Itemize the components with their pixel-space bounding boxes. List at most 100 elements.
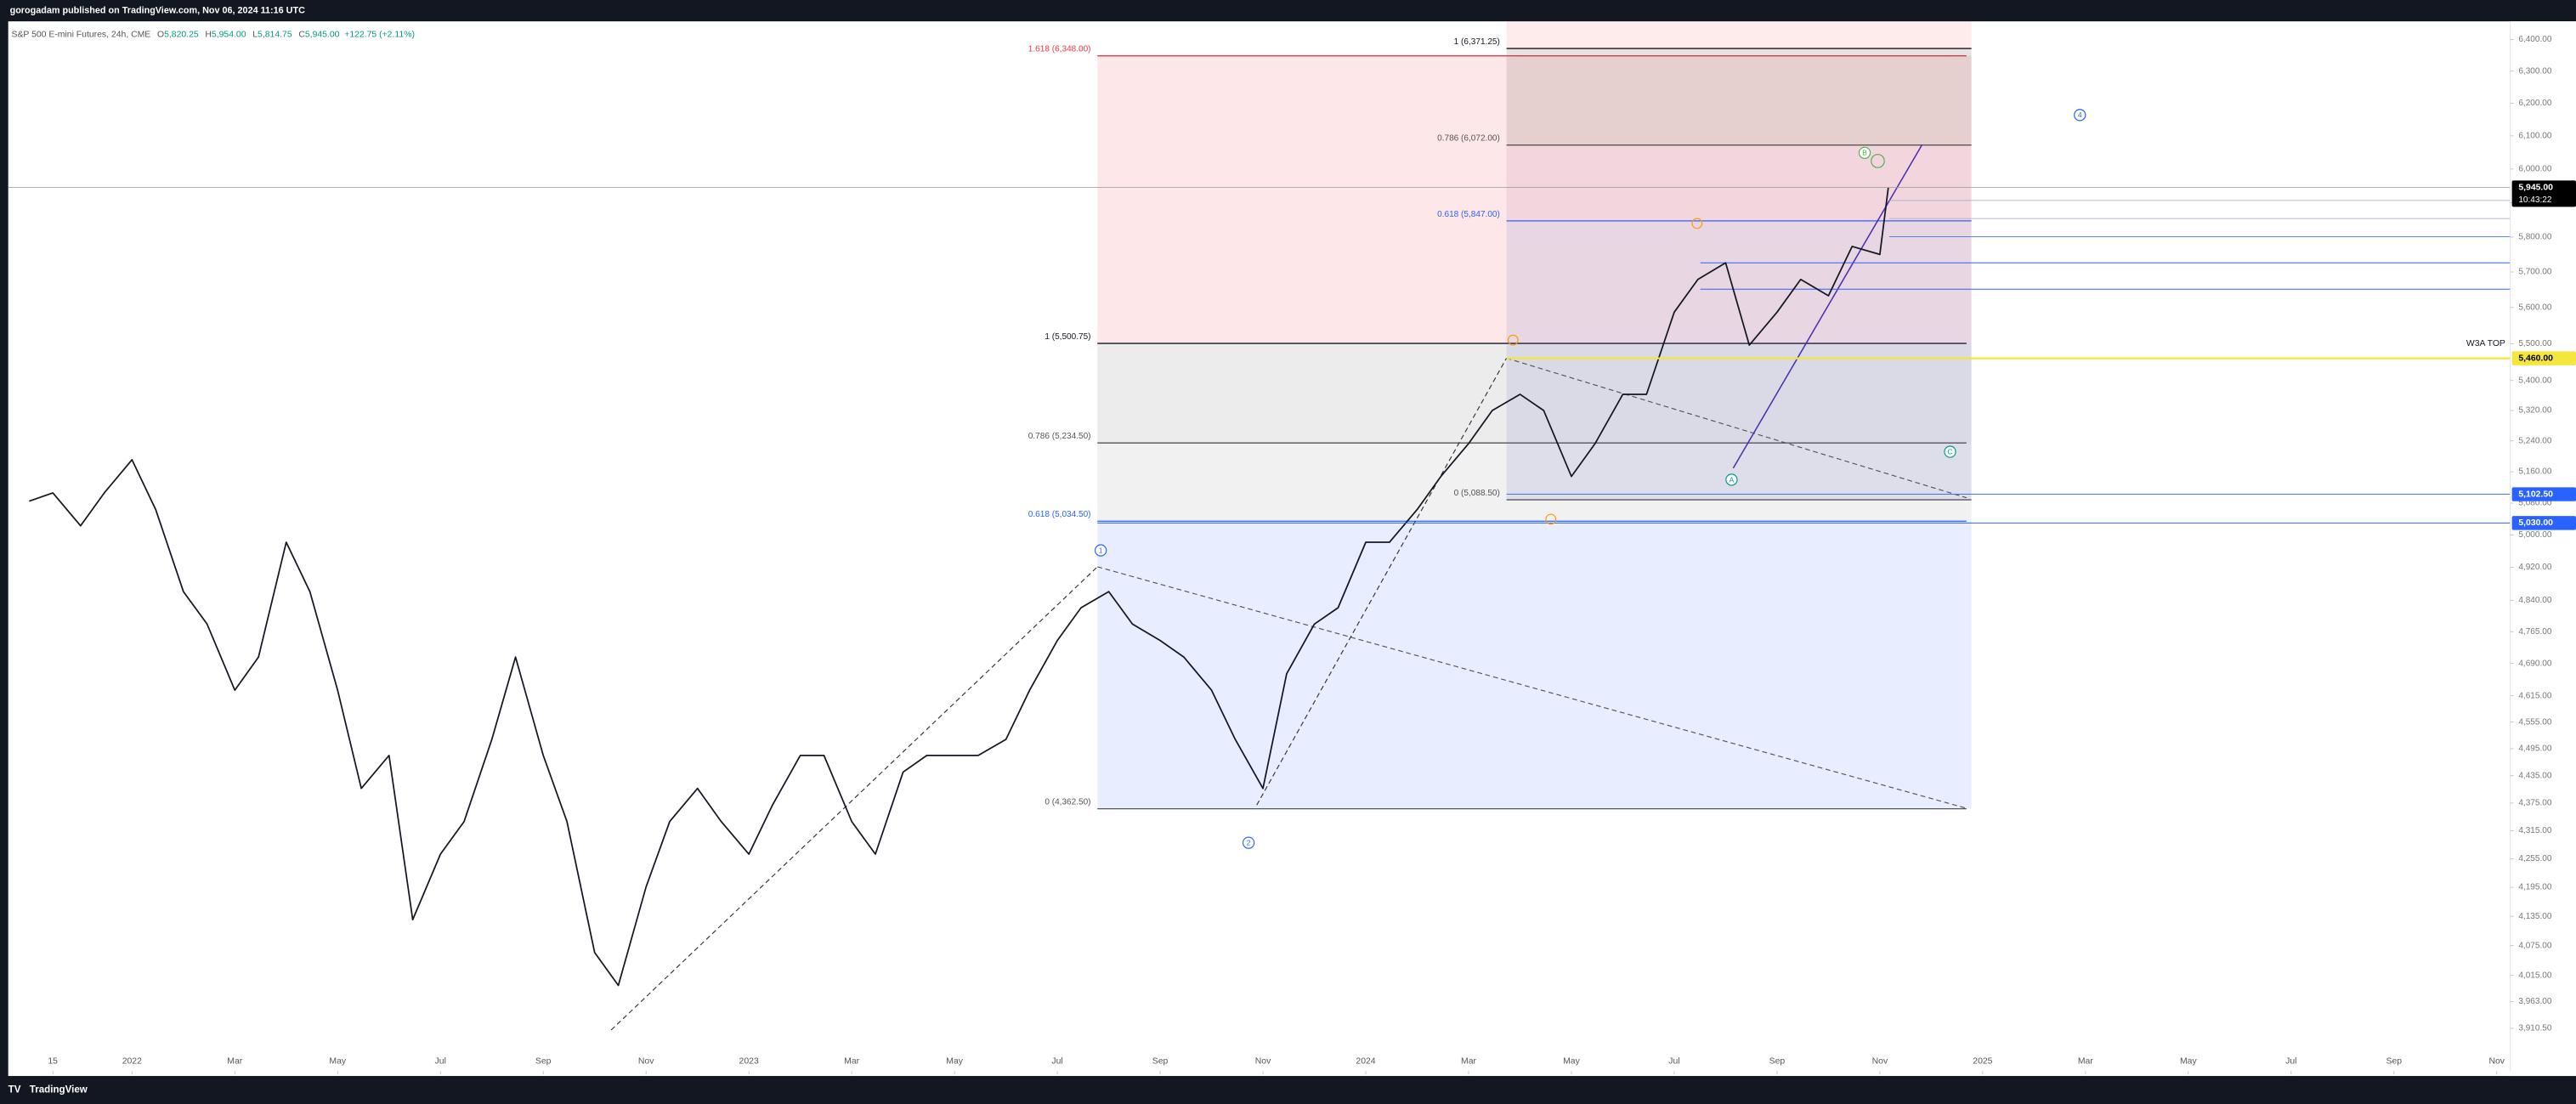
x-tick-label: Sep [535, 1056, 552, 1066]
trendline [1506, 357, 1967, 499]
ohlc-value: 5,820.25 [164, 30, 199, 39]
y-tick-label: 4,690.00 [2518, 659, 2552, 668]
y-tick-label: 5,000.00 [2518, 530, 2552, 540]
fib-zone [1097, 343, 1972, 444]
y-tick-label: 6,300.00 [2518, 66, 2552, 76]
wave-label: A [1730, 475, 1735, 484]
fib-label: 0.786 (5,234.50) [1028, 432, 1091, 441]
x-tick-label: 2022 [122, 1056, 142, 1066]
fib-zone [1506, 21, 1972, 49]
y-tick-label: 5,600.00 [2518, 303, 2552, 312]
x-tick-label: Sep [1769, 1056, 1786, 1066]
x-tick-label: May [329, 1056, 346, 1066]
wave-label: 1 [1099, 546, 1103, 554]
marker-circle [1871, 154, 1885, 168]
y-tick-label: 4,495.00 [2518, 744, 2552, 754]
y-tick-label: 5,160.00 [2518, 467, 2552, 477]
y-tick-label: 4,765.00 [2518, 627, 2552, 637]
footer-bar [0, 1076, 2576, 1104]
y-tick-label: 5,400.00 [2518, 376, 2552, 385]
x-tick-label: Sep [2386, 1056, 2403, 1066]
y-tick-label: 5,800.00 [2518, 233, 2552, 242]
wave-circle [1858, 146, 1871, 159]
price-tag [2511, 487, 2576, 501]
fib-zone [1506, 48, 1972, 145]
x-tick-label: Jul [2285, 1056, 2296, 1066]
x-tick-label: 2024 [1356, 1056, 1375, 1066]
x-tick-label: May [1563, 1056, 1580, 1066]
wave-circle [1691, 218, 1703, 229]
axes: 6,400.00 6,300.00 6,200.00 6,100.00 6,000.00… [48, 35, 2576, 1075]
price-tag-note: W3A TOP [2466, 339, 2505, 348]
y-tick-label: 4,840.00 [2518, 596, 2552, 605]
fib-zone [1097, 443, 1972, 522]
price-tag-label: 5,945.00 [2518, 183, 2553, 192]
y-tick-label: 5,500.00 [2518, 339, 2552, 348]
wave-label: 2 [1247, 838, 1251, 846]
symbol-title: S&P 500 E-mini Futures, 24h, CME [12, 30, 151, 39]
price-tag-label: 5,102.50 [2518, 490, 2553, 499]
price-tag-sublabel: 10:43:22 [2518, 195, 2552, 205]
y-tick-label: 4,015.00 [2518, 971, 2552, 980]
x-tick-label: 15 [48, 1056, 58, 1066]
x-tick-label: Nov [1255, 1056, 1271, 1066]
x-tick-label: Jul [1668, 1056, 1679, 1066]
y-tick-label: 6,400.00 [2518, 35, 2552, 44]
fib-label: 0.786 (6,072.00) [1437, 134, 1500, 144]
ohlc-key: H [205, 30, 212, 39]
y-tick-label: 4,375.00 [2518, 799, 2552, 808]
price-tag-label: 5,460.00 [2518, 354, 2553, 363]
x-tick-label: Mar [1461, 1056, 1476, 1066]
x-tick-label: May [2180, 1056, 2197, 1066]
y-tick-label: 5,700.00 [2518, 268, 2552, 277]
fib-label: 0 (4,362.50) [1045, 798, 1090, 807]
wave-circle [2074, 109, 2086, 122]
wave-circle [1242, 836, 1255, 849]
fib-zone [1097, 521, 1972, 809]
y-tick-label: 5,080.00 [2518, 499, 2552, 508]
ohlc-key: C [298, 30, 305, 39]
y-tick-label: 4,255.00 [2518, 854, 2552, 863]
x-tick-label: Mar [2078, 1056, 2093, 1066]
price-line [29, 187, 1889, 987]
x-tick-label: 2025 [1973, 1056, 1992, 1066]
chart-background [8, 21, 2576, 1077]
symbol-legend: S&P 500 E-mini Futures, 24h, CME O5,820.2… [12, 30, 415, 39]
brand-logo: TV [8, 1085, 21, 1096]
y-tick-label: 6,100.00 [2518, 131, 2552, 140]
x-tick-label: Jul [1051, 1056, 1062, 1066]
y-tick-label: 6,000.00 [2518, 165, 2552, 174]
y-tick-label: 3,963.00 [2518, 997, 2552, 1006]
x-tick-label: Nov [2488, 1056, 2505, 1066]
y-tick-label: 4,195.00 [2518, 883, 2552, 892]
wave-circle [1545, 513, 1557, 525]
brand: TradingView [30, 1085, 88, 1096]
x-tick-label: Nov [638, 1056, 654, 1066]
trendline [1097, 566, 1967, 809]
y-tick-label: 5,240.00 [2518, 436, 2552, 445]
wave-circle [1944, 445, 1956, 458]
wave-circle [1725, 473, 1738, 486]
fib-zone [1506, 220, 1972, 501]
fib-label: 0 (5,088.50) [1454, 489, 1500, 498]
x-tick-label: Jul [435, 1056, 446, 1066]
y-tick-label: 5,320.00 [2518, 406, 2552, 416]
fib-zones: 1.618 (6,348.00) 1 (5,500.75) 0.786 (5,234… [1028, 21, 1972, 810]
price-tag [2511, 180, 2576, 207]
x-tick-label: Sep [1152, 1056, 1169, 1066]
ohlc-value: 5,954.00 [212, 30, 246, 39]
fib-label: 1 (6,371.25) [1454, 37, 1500, 47]
y-tick-label: 4,555.00 [2518, 717, 2552, 727]
plot: 1 2 4 A B C [8, 109, 2511, 987]
price-tag-label: 5,030.00 [2518, 518, 2553, 528]
x-tick-label: Mar [227, 1056, 242, 1066]
x-tick-label: Mar [844, 1056, 859, 1066]
wave-label: B [1862, 149, 1867, 157]
fib-label: 1 (5,500.75) [1045, 332, 1090, 342]
price-tag [2511, 516, 2576, 530]
ohlc-value: 5,814.75 [258, 30, 292, 39]
y-tick-label: 4,435.00 [2518, 771, 2552, 780]
trendline [1732, 144, 1923, 469]
y-tick-label: 4,135.00 [2518, 912, 2552, 921]
